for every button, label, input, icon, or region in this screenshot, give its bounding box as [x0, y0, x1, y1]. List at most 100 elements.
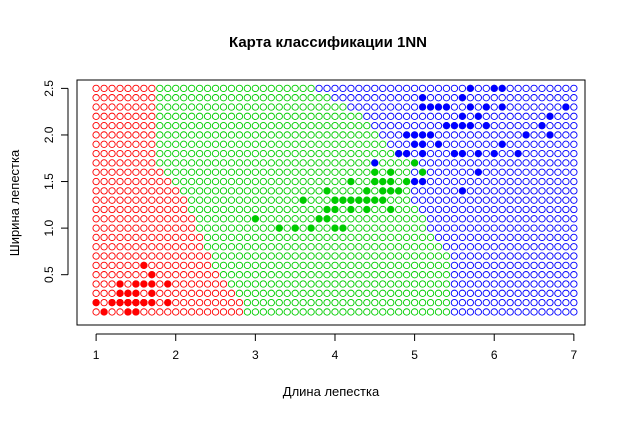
grid-marker-class3: [506, 94, 514, 102]
grid-marker-class1: [108, 205, 116, 214]
grid-marker-class3: [387, 122, 395, 130]
data-point-class3: [403, 131, 411, 139]
grid-marker-class3: [562, 243, 570, 251]
data-point-class1: [124, 308, 132, 316]
grid-marker-class2: [363, 233, 371, 242]
grid-marker-class2: [315, 149, 323, 158]
grid-marker-class3: [530, 289, 538, 297]
grid-marker-class3: [410, 187, 419, 195]
data-point-class3: [403, 149, 411, 158]
data-point-class2: [387, 205, 395, 214]
grid-marker-class2: [283, 215, 291, 223]
grid-marker-class1: [227, 308, 236, 316]
grid-marker-class3: [522, 271, 530, 279]
grid-marker-class2: [371, 271, 379, 279]
grid-marker-class1: [92, 187, 100, 195]
grid-marker-class3: [395, 131, 403, 139]
grid-marker-class2: [323, 131, 331, 139]
grid-marker-class2: [418, 224, 427, 232]
grid-marker-class3: [482, 168, 490, 176]
grid-marker-class2: [275, 177, 283, 186]
grid-marker-class2: [331, 280, 339, 288]
data-point-class3: [498, 103, 506, 111]
grid-marker-class2: [410, 308, 419, 316]
grid-marker-class1: [172, 224, 180, 232]
grid-marker-class2: [259, 168, 267, 176]
grid-marker-class3: [466, 215, 474, 223]
grid-marker-class2: [259, 159, 267, 167]
grid-marker-class2: [188, 187, 196, 195]
grid-marker-class3: [442, 205, 451, 214]
grid-marker-class2: [434, 271, 443, 279]
grid-marker-class3: [474, 205, 482, 214]
grid-marker-class2: [219, 215, 228, 223]
grid-marker-class2: [395, 280, 403, 288]
grid-marker-class2: [347, 243, 355, 251]
grid-marker-class1: [180, 289, 188, 297]
grid-marker-class2: [371, 149, 379, 158]
grid-marker-class2: [211, 196, 220, 204]
grid-marker-class2: [299, 112, 307, 120]
grid-marker-class2: [331, 131, 339, 139]
grid-marker-class1: [156, 261, 164, 270]
grid-marker-class3: [506, 261, 514, 270]
grid-marker-class2: [347, 271, 355, 279]
grid-marker-class2: [235, 103, 244, 111]
grid-marker-class1: [188, 308, 196, 316]
grid-marker-class2: [283, 187, 291, 195]
grid-marker-class2: [203, 140, 212, 148]
data-point-class3: [466, 84, 474, 92]
grid-marker-class3: [554, 84, 562, 93]
grid-marker-class2: [347, 159, 355, 167]
grid-marker-class2: [410, 252, 419, 260]
grid-marker-class3: [434, 168, 443, 176]
grid-marker-class3: [570, 168, 578, 176]
grid-marker-class2: [339, 103, 347, 111]
data-point-class1: [148, 289, 156, 297]
data-point-class2: [355, 196, 363, 204]
grid-marker-class2: [243, 224, 252, 232]
grid-marker-class2: [180, 84, 188, 93]
grid-marker-class1: [92, 103, 100, 111]
grid-marker-class2: [418, 233, 427, 242]
grid-marker-class1: [132, 261, 140, 270]
grid-marker-class2: [434, 289, 443, 297]
data-point-class3: [418, 177, 427, 186]
grid-marker-class2: [180, 94, 188, 102]
grid-marker-class2: [355, 159, 363, 167]
data-point-class2: [418, 168, 427, 176]
grid-marker-class3: [450, 187, 459, 195]
grid-marker-class2: [331, 159, 339, 167]
grid-marker-class2: [283, 112, 291, 120]
grid-marker-class2: [339, 215, 347, 223]
grid-marker-class3: [506, 131, 514, 139]
grid-marker-class3: [498, 215, 506, 223]
data-point-class2: [371, 177, 379, 186]
grid-marker-class1: [203, 298, 212, 307]
grid-marker-class3: [450, 103, 459, 111]
grid-marker-class3: [466, 205, 474, 214]
grid-marker-class1: [156, 271, 164, 279]
grid-marker-class3: [490, 215, 498, 223]
data-point-class3: [411, 177, 419, 186]
data-point-class3: [418, 140, 427, 148]
grid-marker-class2: [291, 122, 299, 130]
grid-marker-class1: [100, 252, 108, 260]
grid-marker-class3: [458, 159, 467, 167]
grid-marker-class2: [315, 224, 323, 232]
grid-marker-class3: [323, 84, 331, 93]
grid-marker-class3: [570, 215, 578, 223]
grid-marker-class2: [283, 233, 291, 242]
grid-marker-class3: [490, 261, 498, 270]
grid-marker-class3: [538, 94, 546, 102]
grid-marker-class2: [395, 196, 403, 204]
grid-marker-class3: [530, 94, 538, 102]
grid-marker-class1: [140, 308, 148, 316]
data-point-class2: [307, 224, 315, 232]
grid-marker-class3: [522, 140, 530, 148]
grid-marker-class2: [371, 205, 379, 214]
grid-marker-class2: [195, 159, 204, 167]
grid-marker-class2: [251, 84, 260, 93]
grid-marker-class3: [546, 252, 554, 260]
grid-marker-class3: [458, 289, 467, 297]
